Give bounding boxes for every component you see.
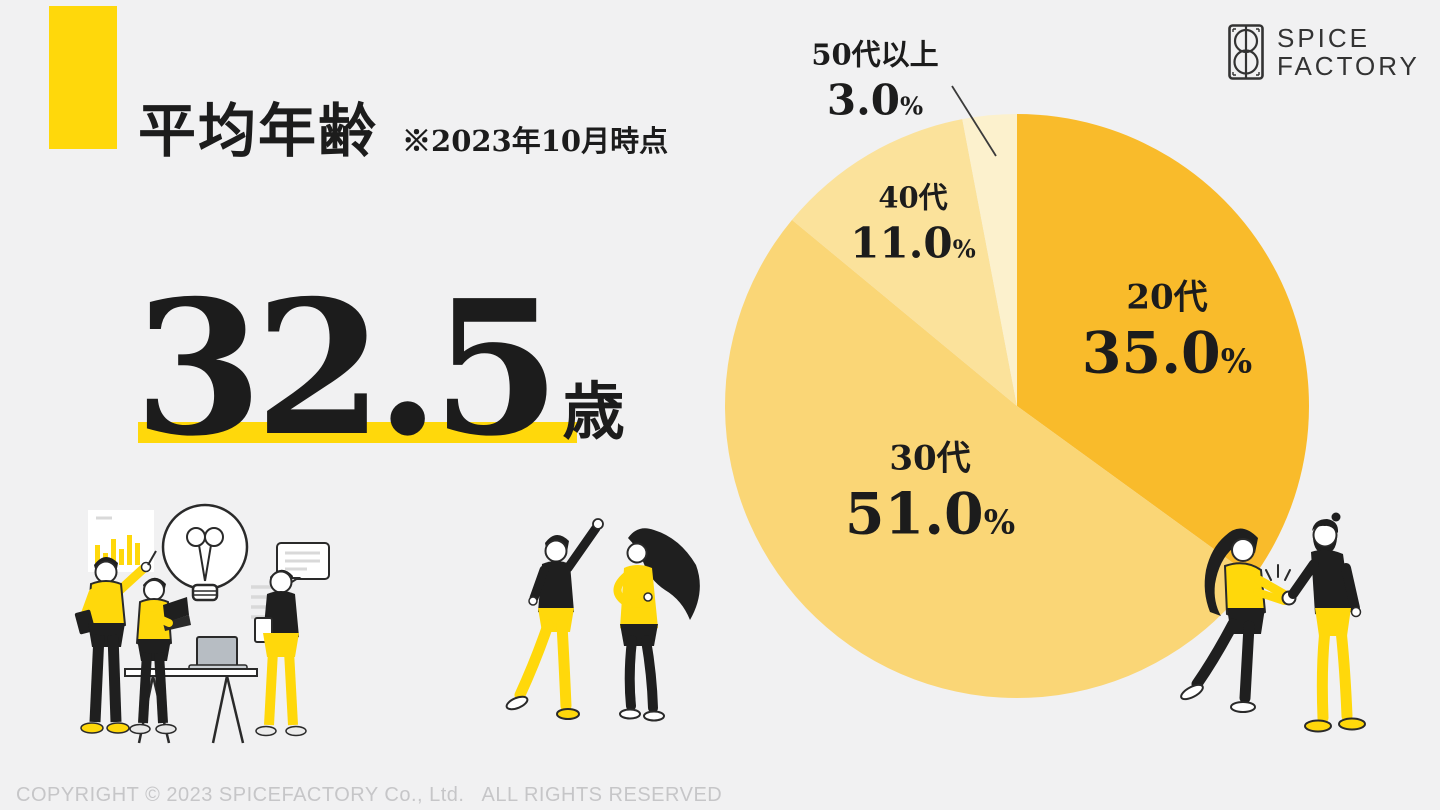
person-yellow-shirt xyxy=(74,550,157,734)
pie-label-20s-category: 20代 xyxy=(1126,277,1208,318)
pie-label-50s: 50代以上 3.0% xyxy=(811,37,939,125)
pie-slice-30代 xyxy=(725,219,1254,698)
pie-label-50s-value: 3.0% xyxy=(826,75,924,125)
speech-bubble-icon xyxy=(276,542,330,590)
title-accent-bar xyxy=(49,6,117,149)
average-age-stat: 32.5 歳 xyxy=(134,276,625,461)
logo-wordmark: SPICE FACTORY xyxy=(1277,24,1420,80)
pie-label-40s-value: 11.0% xyxy=(850,218,976,268)
team-illustration xyxy=(74,503,330,744)
conversation-illustration xyxy=(505,518,700,722)
person-holding-laptop xyxy=(129,577,191,735)
logo-mark-icon xyxy=(1228,24,1264,80)
person-waving xyxy=(505,518,604,720)
pie-label-20s: 20代 35.0% xyxy=(1082,281,1252,382)
pie-slice-50代以上 xyxy=(962,114,1017,406)
age-pie-chart xyxy=(725,114,1309,698)
title-date-note: ※2023年10月時点 xyxy=(402,124,669,158)
pie-slice-20代 xyxy=(1017,114,1309,578)
logo-line2: FACTORY xyxy=(1277,51,1420,81)
pie-label-50s-category: 50代以上 xyxy=(811,37,939,72)
logo-line1: SPICE xyxy=(1277,23,1371,53)
pie-label-40s: 40代 11.0% xyxy=(850,180,976,268)
stat-value: 32.5 xyxy=(134,259,561,477)
spice-factory-logo: SPICE FACTORY xyxy=(1228,24,1420,80)
person-man-handshake xyxy=(1288,512,1366,733)
person-woman-handshake xyxy=(1180,528,1292,713)
pie-label-40s-category: 40代 xyxy=(878,180,948,215)
laptop-icon xyxy=(188,636,248,672)
pie-label-30s-category: 30代 xyxy=(889,438,971,479)
stat-underline xyxy=(138,422,577,443)
pie-label-20s-value: 35.0% xyxy=(1081,319,1253,387)
copyright-text: COPYRIGHT © 2023 SPICEFACTORY Co., Ltd. … xyxy=(16,784,723,806)
lightbulb-icon xyxy=(161,503,249,602)
pie-label-30s-value: 51.0% xyxy=(844,480,1016,548)
handshake-spark-icon xyxy=(1265,564,1291,581)
pie-slice-40代 xyxy=(792,119,1017,406)
stat-unit: 歳 xyxy=(562,375,625,448)
person-with-clipboard xyxy=(254,569,307,737)
handshake-illustration xyxy=(1180,512,1366,733)
page-header: 平均年齢 ※2023年10月時点 xyxy=(138,84,668,168)
pie-label-30s: 30代 51.0% xyxy=(845,442,1015,543)
page-title: 平均年齢 xyxy=(138,97,379,165)
person-long-hair xyxy=(613,528,700,722)
leader-line-50s xyxy=(951,85,997,157)
